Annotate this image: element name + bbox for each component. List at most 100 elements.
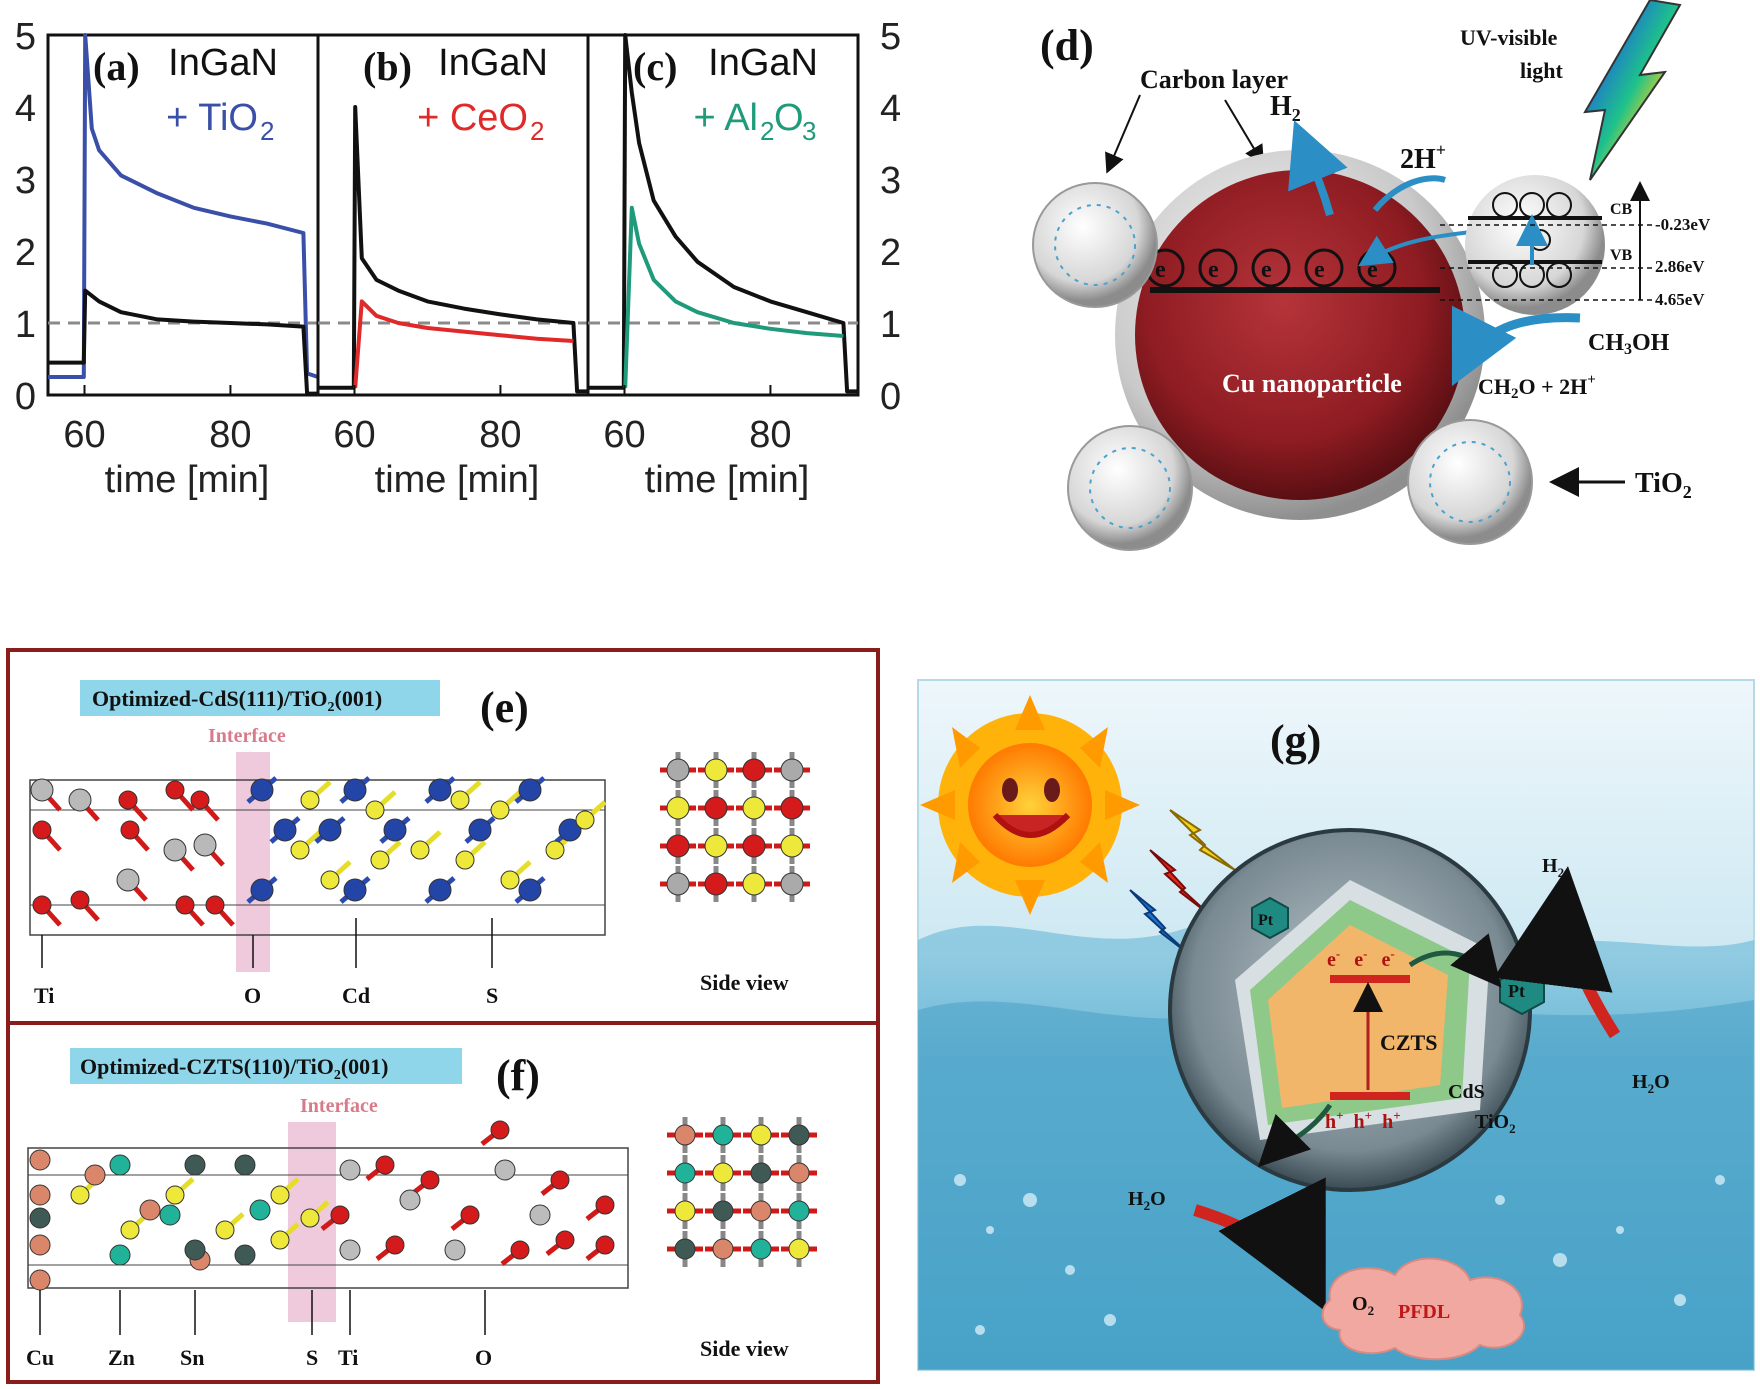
- atom: [84, 1164, 106, 1186]
- atom: [460, 1205, 480, 1225]
- atom: [674, 1162, 696, 1184]
- atom: [788, 1200, 810, 1222]
- legend-coating: + CeO: [417, 97, 528, 139]
- atom: [780, 758, 804, 782]
- atom: [273, 818, 297, 842]
- atom: [410, 840, 430, 860]
- legend-subscript: 2: [760, 116, 774, 146]
- atom: [320, 870, 340, 890]
- panel-label: (a): [93, 44, 140, 89]
- atom: [165, 780, 185, 800]
- side-view-label: Side view: [700, 1336, 789, 1361]
- y-tick-label: 1: [880, 304, 901, 346]
- x-tick-label: 60: [603, 414, 645, 456]
- atom: [545, 840, 565, 860]
- atom: [674, 1238, 696, 1260]
- panel-f-czts-tio2: Optimized-CZTS(110)/TiO2(001) (f) Interf…: [26, 1048, 817, 1370]
- y-tick-label: 0: [880, 376, 901, 418]
- atom: [270, 1185, 290, 1205]
- pt-particle-icon: Pt: [1251, 896, 1289, 940]
- atom: [30, 778, 54, 802]
- atom: [339, 1159, 361, 1181]
- atom: [558, 818, 582, 842]
- atom: [788, 1238, 810, 1260]
- atom: [595, 1235, 615, 1255]
- panel-f-label: (f): [496, 1051, 540, 1100]
- atom: [666, 796, 690, 820]
- panel-f-title: Optimized-CZTS(110)/TiO2(001): [80, 1054, 389, 1083]
- atom-label-ti: Ti: [338, 1345, 358, 1370]
- electron-label: e: [1367, 257, 1378, 283]
- atom: [518, 778, 542, 802]
- atom: [29, 1149, 51, 1171]
- x-axis-label: time [min]: [375, 459, 540, 501]
- atom: [163, 838, 187, 862]
- atom: [704, 796, 728, 820]
- panel-e-cds-tio2: Optimized-CdS(111)/TiO2(001) (e) Interfa…: [29, 680, 810, 1008]
- y-tick-label: 2: [880, 232, 901, 274]
- legend-ingan: InGaN: [708, 42, 818, 84]
- atom: [120, 820, 140, 840]
- czts-tio2-atom-model: [29, 1120, 615, 1291]
- atom: [428, 778, 452, 802]
- panel-d-label: (d): [1040, 21, 1094, 70]
- electron-label: e: [1261, 257, 1272, 283]
- light-label: light: [1520, 58, 1563, 83]
- atom: [190, 790, 210, 810]
- atom: [742, 872, 766, 896]
- x-axis-label: time [min]: [645, 459, 810, 501]
- atom: [468, 818, 492, 842]
- atom: [184, 1239, 206, 1261]
- cb-label: CB: [1610, 201, 1633, 218]
- atom-label-sn: Sn: [180, 1345, 204, 1370]
- pfdl-cloud: [1321, 1257, 1525, 1361]
- atom-label-cu: Cu: [26, 1345, 54, 1370]
- atom-label-s: S: [486, 983, 498, 1008]
- electron-row: e e e e e: [1145, 248, 1397, 288]
- tio2-semiconductor-particle: [1465, 175, 1605, 315]
- series-line-bare: [588, 33, 858, 394]
- svg-text:Pt: Pt: [1258, 912, 1274, 929]
- atom: [550, 1170, 570, 1190]
- panel-d-cu-nanoparticle-diagram: (d) Carbon layer UV-visible light e e e …: [1032, 0, 1711, 551]
- atom: [249, 1199, 271, 1221]
- carbon-layer-label: Carbon layer: [1140, 65, 1288, 94]
- atom: [270, 1230, 290, 1250]
- electron-label: e: [1314, 257, 1325, 283]
- atom: [780, 834, 804, 858]
- x-tick-label: 80: [749, 414, 791, 456]
- electron-label: e: [1155, 257, 1166, 283]
- series-line-bare: [48, 288, 318, 396]
- h2-label: H2: [1270, 91, 1301, 125]
- atom: [494, 1159, 516, 1181]
- x-tick-label: 80: [479, 414, 521, 456]
- atom: [780, 796, 804, 820]
- atom: [339, 1239, 361, 1261]
- y-tick-label: 4: [880, 88, 901, 130]
- atom: [742, 834, 766, 858]
- atom: [343, 778, 367, 802]
- atom: [120, 1220, 140, 1240]
- czts-label: CZTS: [1380, 1030, 1437, 1055]
- atom: [490, 800, 510, 820]
- 2h-plus-label: 2H+: [1400, 140, 1446, 175]
- atom: [788, 1162, 810, 1184]
- atom: [383, 818, 407, 842]
- atom-label-o: O: [475, 1345, 492, 1370]
- atom: [215, 1220, 235, 1240]
- y-tick-label: 3: [15, 160, 36, 202]
- interface-label: Interface: [208, 725, 286, 747]
- atom-label-cd: Cd: [342, 983, 370, 1008]
- bubbles: [954, 1174, 1725, 1335]
- panel-label: (b): [363, 44, 412, 89]
- electron-labels: e-e-e-: [1327, 946, 1395, 971]
- atom-label-o: O: [244, 983, 261, 1008]
- h2o-label: H2O: [1128, 1188, 1166, 1213]
- electron-label: e: [1208, 257, 1219, 283]
- legend-coating: + Al: [694, 97, 758, 139]
- atom: [750, 1162, 772, 1184]
- atom: [750, 1200, 772, 1222]
- atom: [32, 820, 52, 840]
- legend-coating: + TiO: [166, 97, 258, 139]
